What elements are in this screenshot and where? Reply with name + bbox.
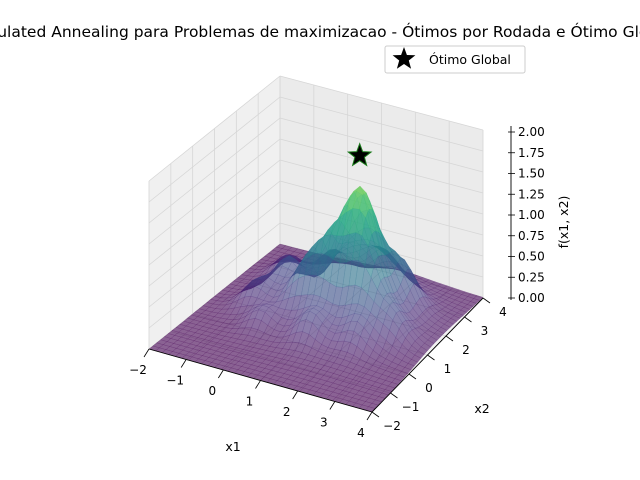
x-tick-label: −1 [166, 374, 184, 388]
y-tick-mark [445, 335, 454, 342]
y-tick-mark [408, 373, 417, 380]
surface-patch [450, 315, 461, 322]
grid-line [279, 138, 484, 194]
y-tick-label: 4 [499, 305, 507, 319]
legend: Ótimo Global [384, 45, 526, 74]
surface-patch [456, 309, 468, 316]
y-tick-mark [482, 297, 491, 304]
y-tick-label: 0 [425, 381, 433, 395]
z-axis-label: f(x1, x2) [556, 196, 571, 249]
x-tick-label: −2 [129, 363, 147, 377]
x-axis-label: x1 [225, 439, 240, 454]
global-optimum-marker [346, 142, 373, 167]
grid-line [279, 117, 484, 173]
grid-line [148, 138, 281, 245]
surface-patch [466, 301, 477, 307]
x-tick-label: 2 [283, 405, 291, 419]
z-tick-label: 1.00 [518, 208, 545, 222]
surface-patch [420, 342, 432, 351]
y-tick-label: 3 [481, 324, 489, 338]
x-tick-mark [292, 390, 299, 400]
grid-line [279, 180, 484, 236]
grid-line [148, 180, 281, 287]
grid-line [279, 96, 484, 152]
y-tick-mark [390, 392, 398, 399]
grid-line [279, 159, 484, 215]
x-tick-label: 3 [320, 416, 328, 430]
grid-line [148, 201, 281, 308]
z-tick-label: 1.50 [518, 167, 545, 181]
surface-patch [447, 318, 458, 325]
y-tick-mark [427, 354, 435, 361]
x-tick-mark [329, 401, 336, 410]
z-tick-label: 0.75 [518, 229, 545, 243]
x-tick-mark [180, 359, 187, 368]
y-tick-label: 1 [444, 362, 452, 376]
surface-patch [443, 321, 454, 328]
surface-patch [460, 306, 471, 313]
x-tick-label: 1 [246, 395, 254, 409]
z-tick-label: 0.50 [518, 250, 545, 264]
z-tick-label: 0.25 [518, 270, 545, 284]
optimum-star-icon [346, 142, 373, 167]
z-tick-label: 0.00 [518, 291, 545, 305]
surface-patch [434, 330, 445, 338]
surface-patch [437, 327, 448, 334]
grid-line [279, 201, 484, 257]
grid-line [148, 117, 281, 224]
chart-title: Simulated Annealing para Problemas de ma… [0, 22, 640, 41]
legend-label: Ótimo Global [429, 52, 511, 67]
grid-line [148, 159, 281, 266]
surface-patch [414, 350, 425, 359]
y-tick-label: −2 [383, 419, 401, 433]
legend-star-icon [392, 47, 416, 69]
x-tick-label: 4 [357, 426, 365, 440]
y-tick-mark [464, 316, 472, 323]
y-axis-label: x2 [474, 401, 489, 416]
z-tick-label: 2.00 [518, 125, 545, 139]
y-tick-mark [371, 411, 380, 418]
surface [148, 185, 484, 413]
x-tick-mark [143, 348, 150, 358]
x-tick-mark [366, 411, 373, 421]
x-tick-label: 0 [209, 384, 217, 398]
grid-line [148, 75, 281, 182]
grid-line [279, 75, 484, 131]
grid-line [148, 96, 281, 203]
grid-line [148, 222, 281, 329]
surface-patch [453, 312, 464, 319]
y-tick-label: 2 [462, 343, 470, 357]
y-tick-label: −1 [402, 400, 420, 414]
legend-box [384, 45, 526, 74]
z-tick-label: 1.75 [518, 146, 545, 160]
x-tick-mark [217, 369, 224, 379]
z-tick-label: 1.25 [518, 187, 545, 201]
x-tick-mark [255, 380, 261, 389]
